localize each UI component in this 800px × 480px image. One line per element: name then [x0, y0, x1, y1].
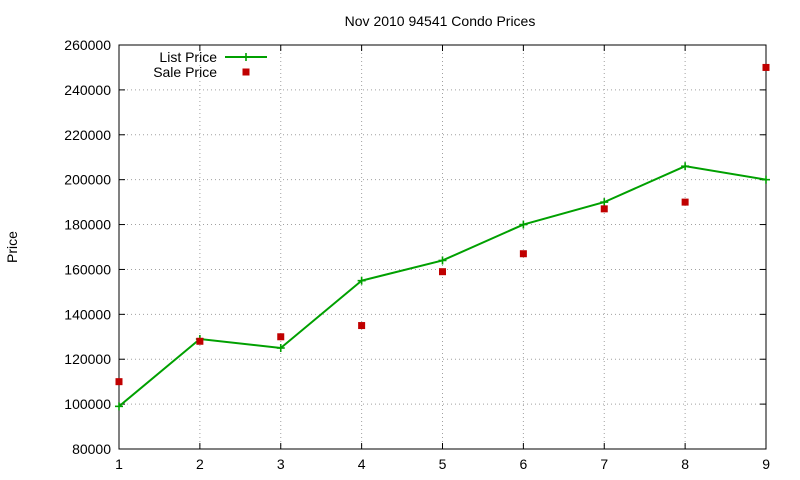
sale-price-point: [439, 268, 446, 276]
y-tick-label: 180000: [64, 217, 111, 233]
x-tick-label: 5: [439, 456, 447, 472]
sale-price-point: [519, 250, 527, 258]
y-tick-label: 200000: [64, 172, 111, 188]
legend-label: List Price: [159, 49, 217, 65]
list-price-point: [600, 198, 609, 207]
sale-price-point: [196, 337, 204, 345]
grid-lines: [119, 45, 766, 449]
y-tick-label: 260000: [64, 37, 111, 53]
sale-price-point: [358, 322, 366, 330]
series-sale-price: [115, 63, 770, 386]
list-price-point: [681, 162, 690, 171]
sale-price-point: [681, 198, 689, 206]
y-tick-label: 140000: [64, 306, 111, 322]
y-tick-label: 120000: [64, 351, 111, 367]
sale-price-point: [277, 333, 285, 341]
x-tick-label: 1: [115, 456, 123, 472]
legend-plus-marker: [242, 53, 250, 61]
x-tick-label: 4: [358, 456, 366, 472]
y-axis-label: Price: [4, 231, 20, 263]
list-price-point: [115, 402, 123, 411]
sale-price-point: [600, 205, 608, 213]
sale-price-point: [762, 63, 770, 71]
list-price-point: [762, 175, 770, 184]
list-price-point: [357, 276, 366, 285]
x-tick-label: 8: [681, 456, 689, 472]
list-price-line: [118, 165, 767, 408]
x-tick-label: 6: [519, 456, 527, 472]
y-tick-label: 240000: [64, 82, 111, 98]
x-tick-label: 7: [600, 456, 608, 472]
y-tick-label: 100000: [64, 396, 111, 412]
list-price-point: [276, 344, 285, 352]
axis-ticks: 80000 100000 120000 140000 160000 180000 20000…: [64, 37, 770, 472]
x-tick-label: 9: [762, 456, 770, 472]
y-tick-label: 160000: [64, 261, 111, 277]
chart-title: Nov 2010 94541 Condo Prices: [345, 13, 536, 29]
x-tick-label: 2: [196, 456, 204, 472]
sale-price-point: [115, 378, 123, 386]
y-tick-label: 80000: [72, 441, 111, 457]
legend-square-marker: [242, 68, 250, 76]
list-price-point: [438, 256, 447, 265]
series-layer: [115, 63, 770, 411]
legend-label: Sale Price: [153, 64, 217, 80]
y-tick-label: 220000: [64, 127, 111, 143]
x-tick-label: 3: [277, 456, 285, 472]
list-price-point: [519, 220, 528, 229]
